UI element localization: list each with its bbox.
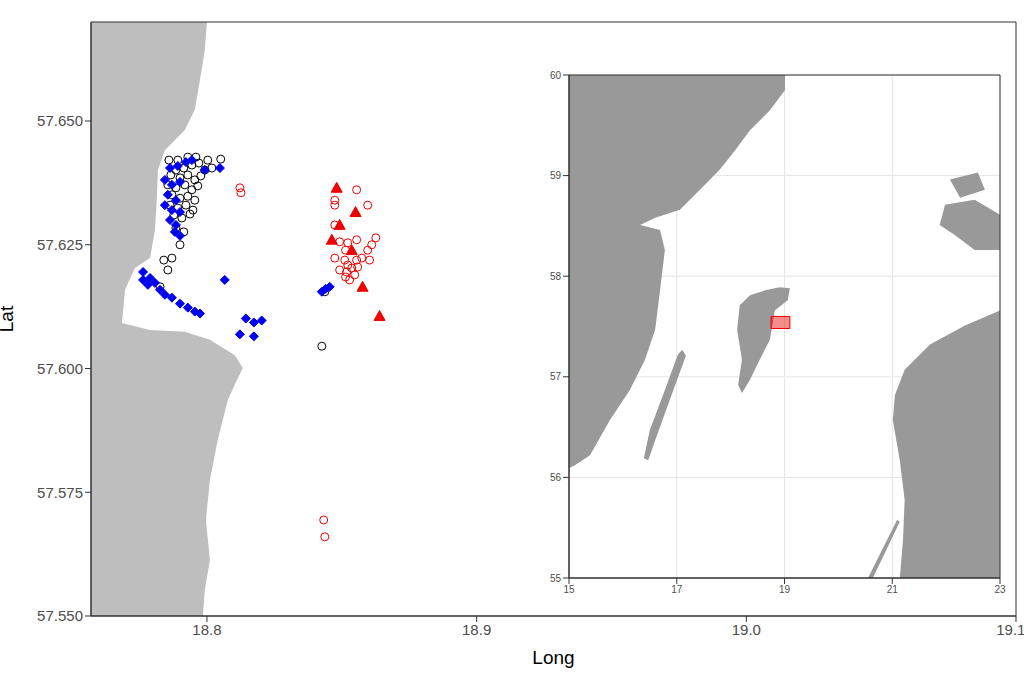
svg-text:57: 57 xyxy=(550,371,562,382)
svg-text:57.600: 57.600 xyxy=(37,360,83,377)
svg-text:23: 23 xyxy=(994,584,1006,595)
svg-text:57.625: 57.625 xyxy=(37,236,83,253)
svg-text:58: 58 xyxy=(550,271,562,282)
svg-text:21: 21 xyxy=(887,584,899,595)
svg-text:19.1: 19.1 xyxy=(996,621,1016,638)
svg-text:18.8: 18.8 xyxy=(192,621,221,638)
svg-text:Long: Long xyxy=(532,647,574,668)
svg-text:19.0: 19.0 xyxy=(732,621,761,638)
svg-text:60: 60 xyxy=(550,70,562,81)
svg-text:56: 56 xyxy=(550,472,562,483)
svg-text:18.9: 18.9 xyxy=(462,621,491,638)
svg-text:59: 59 xyxy=(550,170,562,181)
svg-text:57.650: 57.650 xyxy=(37,112,83,129)
svg-text:17: 17 xyxy=(671,584,683,595)
svg-text:55: 55 xyxy=(550,573,562,584)
svg-text:Lat: Lat xyxy=(8,305,17,332)
svg-text:19: 19 xyxy=(779,584,791,595)
svg-text:15: 15 xyxy=(563,584,575,595)
svg-text:57.550: 57.550 xyxy=(37,607,83,624)
svg-text:57.575: 57.575 xyxy=(37,484,83,501)
